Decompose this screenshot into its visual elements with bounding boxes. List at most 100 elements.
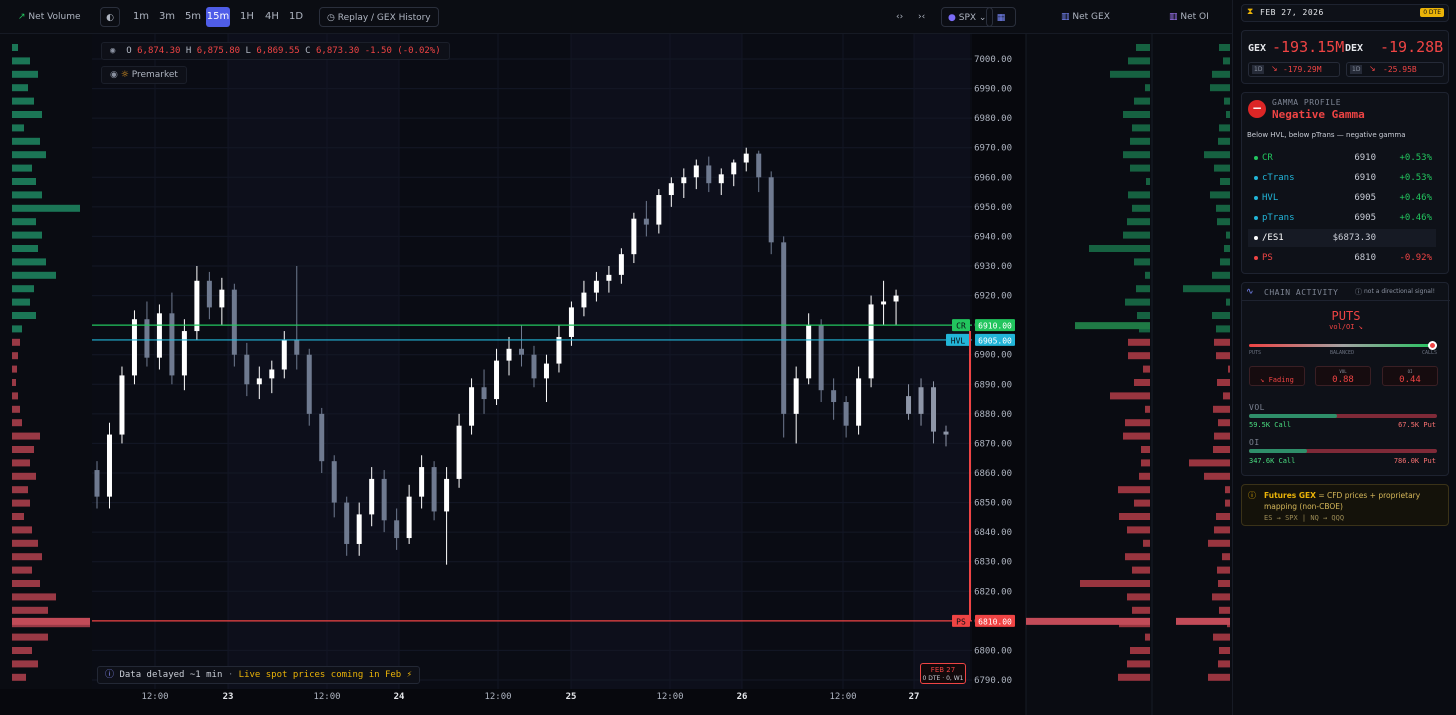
net-gex-toggle[interactable]: ▥ Net GEX [1061,7,1110,27]
candle-body [856,378,862,426]
palette-icon: ◐ [106,13,114,23]
oi-section-title: OI [1249,438,1260,447]
level-row-ptrans[interactable]: pTrans 6905 +0.46% [1248,209,1436,227]
ohlc-readout: ◉ O 6,874.30 H 6,875.80 L 6,869.55 C 6,8… [101,42,450,60]
net-volume-toggle[interactable]: ↗ Net Volume [18,7,81,27]
chart-area[interactable]: 7000.00 6990.00 6980.00 6970.00 6960.00 6950.… [0,34,1232,715]
level-pct: +0.46% [1399,213,1432,223]
net-oi-bar [1225,486,1230,494]
net-volume-label: Net Volume [28,12,81,22]
price-tick-label: 6940.00 [974,232,1012,242]
level-row-hvl[interactable]: HVL 6905 +0.46% [1248,189,1436,207]
premarket-label: Premarket [131,70,178,80]
bias-slider-knob[interactable] [1428,341,1438,350]
volume-profile-bar [12,271,56,279]
candle-body [531,354,537,379]
net-oi-bar [1217,566,1230,574]
eye-icon[interactable]: ◉ [110,70,118,80]
volume-profile-bar [12,432,40,440]
timeframe-3m[interactable]: 3m [158,11,176,22]
net-oi-toggle[interactable]: ▥ Net OI [1169,7,1209,27]
timeframe-1h[interactable]: 1H [240,11,254,22]
volume-profile-bar [12,606,48,614]
timeframe-1m[interactable]: 1m [132,11,150,22]
level-value: 6905 [1354,193,1376,203]
oi-call-value: 347.6K Call [1249,457,1296,465]
net-oi-bar [1204,472,1230,480]
chevron-down-icon: ⌄ [978,13,987,23]
ohlc-change: -1.50 (-0.02%) [364,46,441,56]
candle-body [556,336,562,364]
net-gex-bar [1130,164,1150,172]
time-tick-label: 12:00 [656,692,683,702]
candle-body [369,478,375,515]
date-badge-date: FEB 27 [930,666,956,674]
net-oi-bar [1226,111,1230,118]
net-gex-bar [1127,660,1150,668]
level-row-es1[interactable]: /ES1 $6873.30 [1248,229,1436,247]
net-oi-bar [1214,338,1230,346]
net-oi-bar [1204,151,1230,159]
volume-profile-bar [12,553,42,561]
candle-body [581,292,587,308]
net-gex-bar [1132,566,1150,574]
info-icon: ⓘ [105,670,115,680]
timeframe-1d[interactable]: 1D [288,11,304,22]
timeframe-5m[interactable]: 5m [184,11,202,22]
level-row-ctrans[interactable]: cTrans 6910 +0.53% [1248,169,1436,187]
candle-body [781,242,787,414]
net-gex-bar [1143,365,1150,373]
net-gex-bar [1139,472,1150,480]
candle-body [606,274,612,281]
replay-button[interactable]: ◷ Replay / GEX History [319,7,439,27]
candle-body [731,162,737,175]
volume-profile-bar [12,191,42,199]
slider-label-puts: PUTS [1249,350,1262,356]
price-tick-label: 6980.00 [974,114,1012,124]
candle-body [706,165,712,184]
level-row-ps[interactable]: PS 6810 -0.92% [1248,249,1436,267]
timeframe-15m[interactable]: 15m [206,7,230,27]
candle-body [881,301,887,305]
slider-label-calls: CALLS [1422,350,1438,356]
volume-profile-bar [12,459,30,467]
net-gex-bar [1127,218,1150,226]
collapse-icon[interactable]: ›‹ [918,12,926,22]
symbol-select[interactable]: ● SPX ⌄ [941,7,994,27]
expand-icon[interactable]: ‹› [896,12,904,22]
bias-slider[interactable] [1249,341,1438,350]
hourglass-icon: ⧗ [1247,7,1254,17]
volume-profile-bar [12,84,28,92]
volume-profile-bar [12,178,36,185]
fading-label: ↘ Fading [1260,376,1294,384]
net-oi-bar [1218,660,1230,668]
candle-body [331,461,337,503]
net-gex-bar-ps [1026,617,1150,625]
candle-body [681,177,687,184]
net-gex-bar [1125,553,1150,561]
candle-body [356,514,362,544]
level-row-cr[interactable]: CR 6910 +0.53% [1248,149,1436,167]
candle-body [219,289,225,308]
timeframe-4h[interactable]: 4H [265,11,279,22]
time-tick-label: 12:00 [484,692,511,702]
price-chart[interactable]: 7000.00 6990.00 6980.00 6970.00 6960.00 6950.… [0,34,1232,715]
price-tick-label: 7000.00 [974,55,1012,65]
candle-body [306,354,312,414]
dte-badge: 0 DTE [1420,8,1444,17]
oi-put-value: 786.0K Put [1393,457,1436,465]
premarket-toggle[interactable]: ◉ ☼ Premarket [101,66,187,84]
net-oi-bar [1224,245,1230,252]
eye-icon[interactable]: ◉ [110,46,116,56]
price-tick-label: 6830.00 [974,558,1012,568]
time-tick-label: 25 [566,692,577,702]
price-tick-label: 6850.00 [974,499,1012,509]
gex-dex-card: GEX -193.15M DEX -19.28B 1D ↘ -179.29M 1… [1241,30,1449,84]
gex-1d-chip: 1D ↘ -179.29M [1248,62,1340,77]
net-gex-bar [1134,379,1150,386]
volume-profile-bar [12,379,16,386]
palette-button[interactable]: ◐ [100,7,120,27]
chart-mode-button[interactable]: ▦ [986,7,1016,27]
net-gex-bar [1128,191,1150,199]
net-gex-bar [1141,459,1150,467]
